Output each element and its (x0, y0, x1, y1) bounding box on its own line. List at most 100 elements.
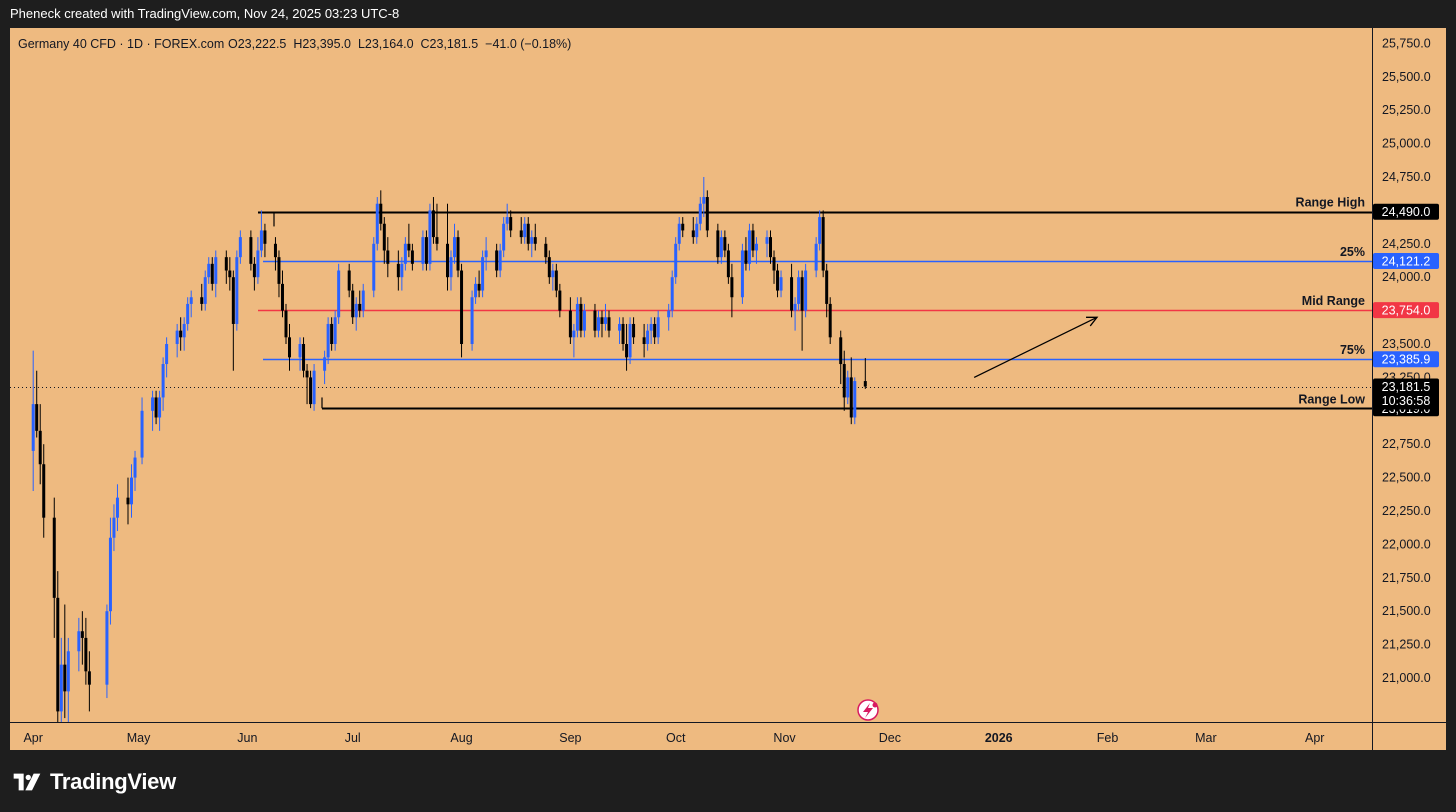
countdown-timer: 10:36:58 (1382, 394, 1431, 408)
level-label: 75% (1340, 343, 1365, 357)
price-tag-75--bg (1373, 351, 1439, 368)
price-tick-label: 21,500.0 (1382, 604, 1431, 618)
candle-body (839, 337, 843, 365)
candle-body (821, 217, 825, 271)
price-tag-25--bg (1373, 253, 1439, 270)
price-tag-range-high: 24,490.0 (1382, 205, 1431, 219)
candle-body (681, 223, 685, 231)
candle-body (305, 370, 309, 378)
candle-body (797, 277, 801, 304)
candle-body (716, 230, 720, 258)
plot-area[interactable] (10, 177, 1372, 750)
candle-body (35, 404, 39, 431)
price-tick-label: 21,000.0 (1382, 671, 1431, 685)
trend-arrow-annotation[interactable] (973, 316, 1099, 378)
candle-body (726, 250, 730, 278)
candle-body (31, 404, 35, 451)
candle-body (273, 243, 277, 258)
candle-body (579, 303, 583, 331)
candle-body (203, 277, 207, 304)
lightning-icon[interactable] (857, 699, 879, 721)
time-axis[interactable]: Apr May Jun Jul Aug Sep Oct Nov Dec 2026 Feb Mar Apr (23, 731, 1324, 745)
candle-body (484, 250, 488, 258)
candle-body (354, 303, 358, 318)
candle-body (804, 270, 808, 311)
lightning-bolt (863, 703, 873, 718)
candle-body (284, 310, 288, 338)
candle-body (853, 381, 857, 418)
candle-body (249, 237, 253, 264)
price-tick-label: 22,000.0 (1382, 537, 1431, 551)
candle-body (719, 237, 723, 258)
candle-body (691, 230, 695, 238)
candle-body (80, 631, 84, 638)
candle-body (456, 237, 460, 271)
candle-body (200, 297, 204, 304)
candle-body (351, 290, 355, 318)
candle-body (551, 270, 555, 278)
candle-body (382, 223, 386, 251)
price-tick-label: 23,500.0 (1382, 337, 1431, 351)
price-tick-label: 25,500.0 (1382, 70, 1431, 84)
candle-body (386, 250, 390, 264)
candle-body (400, 263, 404, 278)
candle-body (228, 270, 232, 278)
candle-body (449, 257, 453, 278)
price-tick-label: 25,750.0 (1382, 36, 1431, 50)
candle-body (445, 243, 449, 278)
candle-body (326, 323, 330, 358)
candle-body (607, 317, 611, 331)
chart-canvas[interactable]: Germany 40 CFD · 1D · FOREX.com O23,222.… (10, 28, 1446, 750)
candle-body (277, 257, 281, 284)
candle-body (158, 397, 162, 418)
time-tick-label: Jul (345, 731, 361, 745)
candle-body (309, 377, 313, 405)
candle-body (625, 344, 629, 358)
candle-body (231, 277, 235, 324)
price-tags: 24,490.024,121.223,754.023,385.923,019.0… (1373, 203, 1439, 417)
candle-body (849, 377, 853, 418)
candle-body (505, 217, 509, 224)
tradingview-logo-icon (13, 773, 41, 791)
candle-body (358, 303, 362, 311)
price-tag-mid-range: 23,754.0 (1382, 304, 1431, 318)
candle-body (379, 203, 383, 224)
candle-body (818, 217, 822, 244)
candle-body (105, 611, 109, 685)
candle-body (790, 277, 794, 311)
candle-body (603, 317, 607, 324)
tradingview-branding: TradingView (12, 766, 176, 798)
level-label: Mid Range (1302, 294, 1365, 308)
candle-body (421, 237, 425, 264)
price-tick-label: 25,250.0 (1382, 103, 1431, 117)
level-label: 25% (1340, 245, 1365, 259)
price-tick-label: 22,750.0 (1382, 437, 1431, 451)
candle-body (769, 237, 773, 258)
time-tick-label: Nov (773, 731, 796, 745)
candle-body (825, 270, 829, 304)
candle-body (667, 310, 671, 318)
candle-body (189, 297, 193, 304)
candle-body (179, 330, 183, 338)
candle-body (582, 310, 586, 331)
candle-body (646, 330, 650, 344)
time-tick-label: Feb (1097, 731, 1119, 745)
candle-body (210, 263, 214, 284)
price-axis[interactable]: 21,000.0 21,250.0 21,500.0 21,750.0 22,000.0… (1382, 36, 1431, 685)
time-tick-label: Aug (450, 731, 472, 745)
time-tick-label: Mar (1195, 731, 1217, 745)
level-label: Range Low (1298, 392, 1365, 406)
price-tick-label: 24,750.0 (1382, 170, 1431, 184)
candle-body (793, 303, 797, 311)
candle-body (460, 270, 464, 344)
chart-frame[interactable]: Germany 40 CFD · 1D · FOREX.com O23,222.… (10, 28, 1446, 750)
candle-body (600, 317, 604, 324)
candle-body (175, 330, 179, 344)
candle-body (705, 197, 709, 231)
candle-body (765, 237, 769, 244)
attribution-header: Pheneck created with TradingView.com, No… (10, 6, 400, 21)
candle-body (87, 671, 91, 685)
candle-body (695, 223, 699, 238)
candle-body (575, 303, 579, 331)
candle-body (140, 410, 144, 458)
